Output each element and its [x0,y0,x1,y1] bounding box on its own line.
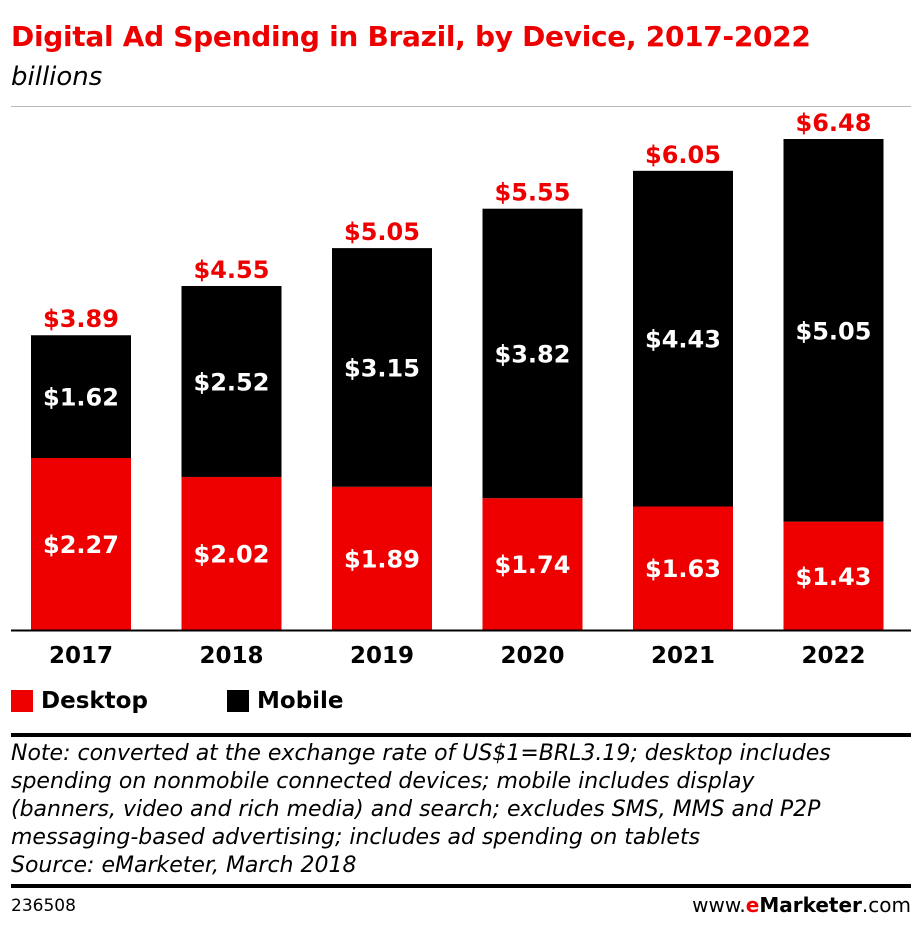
brand-suffix: .com [861,893,911,917]
total-label-2019: $5.05 [344,218,420,246]
x-tick-label-2017: 2017 [49,643,113,669]
bar-mobile-2020 [482,208,583,499]
total-label-2021: $6.05 [645,141,721,169]
total-label-2017: $3.89 [43,305,119,333]
bar-label-desktop-2017: $2.27 [43,531,119,559]
brand-logo[interactable]: www.eMarketer.com [692,893,911,917]
bar-label-mobile-2020: $3.82 [495,340,571,368]
chart-title: Digital Ad Spending in Brazil, by Device… [11,20,811,53]
bar-label-mobile-2022: $5.05 [796,317,872,345]
bar-label-desktop-2021: $1.63 [645,555,721,583]
bar-desktop-2019 [332,486,432,630]
note-line: (banners, video and rich media) and sear… [11,797,821,822]
legend-swatch-mobile [227,690,249,712]
chart-subtitle: billions [11,62,103,92]
bar-desktop-2021 [633,506,733,630]
bar-desktop-2022 [783,521,884,630]
x-tick-label-2020: 2020 [500,643,564,669]
note-line: spending on nonmobile connected devices;… [11,769,755,794]
bar-mobile-2022 [783,139,884,522]
note-line: messaging-based advertising; includes ad… [11,825,701,850]
x-tick-label-2018: 2018 [199,643,263,669]
legend-label-desktop: Desktop [41,688,148,714]
bar-mobile-2019 [332,248,432,487]
bar-label-mobile-2017: $1.62 [43,384,119,412]
bar-desktop-2020 [482,498,583,630]
chart-area: $2.27 $1.62 $3.89 2017 $2.02 $2.52 $4.55 2018 $1… [11,107,911,697]
chart-id: 236508 [11,896,76,916]
footer-divider [11,884,911,888]
x-tick-label-2021: 2021 [651,643,715,669]
bar-label-desktop-2022: $1.43 [796,563,872,591]
bar-label-desktop-2019: $1.89 [344,545,420,573]
brand-name: Marketer [759,893,862,917]
legend: Desktop Mobile [11,684,911,718]
legend-label-mobile: Mobile [257,688,344,714]
total-label-2018: $4.55 [194,256,270,284]
bar-label-mobile-2021: $4.43 [645,326,721,354]
top-rule [11,106,911,107]
bar-label-mobile-2018: $2.52 [194,368,270,396]
brand-prefix: www. [692,893,746,917]
bar-desktop-2018 [181,476,282,630]
bar-mobile-2017 [31,335,131,458]
bar-label-desktop-2020: $1.74 [495,551,571,579]
brand-e: e [745,893,760,917]
bar-mobile-2018 [181,285,282,477]
x-tick-label-2019: 2019 [350,643,414,669]
bar-desktop-2017 [31,457,131,630]
total-label-2020: $5.55 [495,179,571,207]
legend-item-desktop: Desktop [11,684,148,718]
bar-mobile-2021 [633,170,733,507]
legend-item-mobile: Mobile [227,684,344,718]
bar-label-desktop-2018: $2.02 [194,540,270,568]
bar-chart: $2.27 $1.62 $3.89 2017 $2.02 $2.52 $4.55 2018 $1… [11,109,911,669]
notes-block: Note: converted at the exchange rate of … [11,740,911,880]
total-label-2022: $6.48 [796,109,872,137]
legend-swatch-desktop [11,690,33,712]
notes-divider [11,733,911,737]
x-tick-label-2022: 2022 [801,643,865,669]
bar-label-mobile-2019: $3.15 [344,354,420,382]
source-line: Source: eMarketer, March 2018 [11,853,357,878]
note-line: Note: converted at the exchange rate of … [11,741,831,766]
